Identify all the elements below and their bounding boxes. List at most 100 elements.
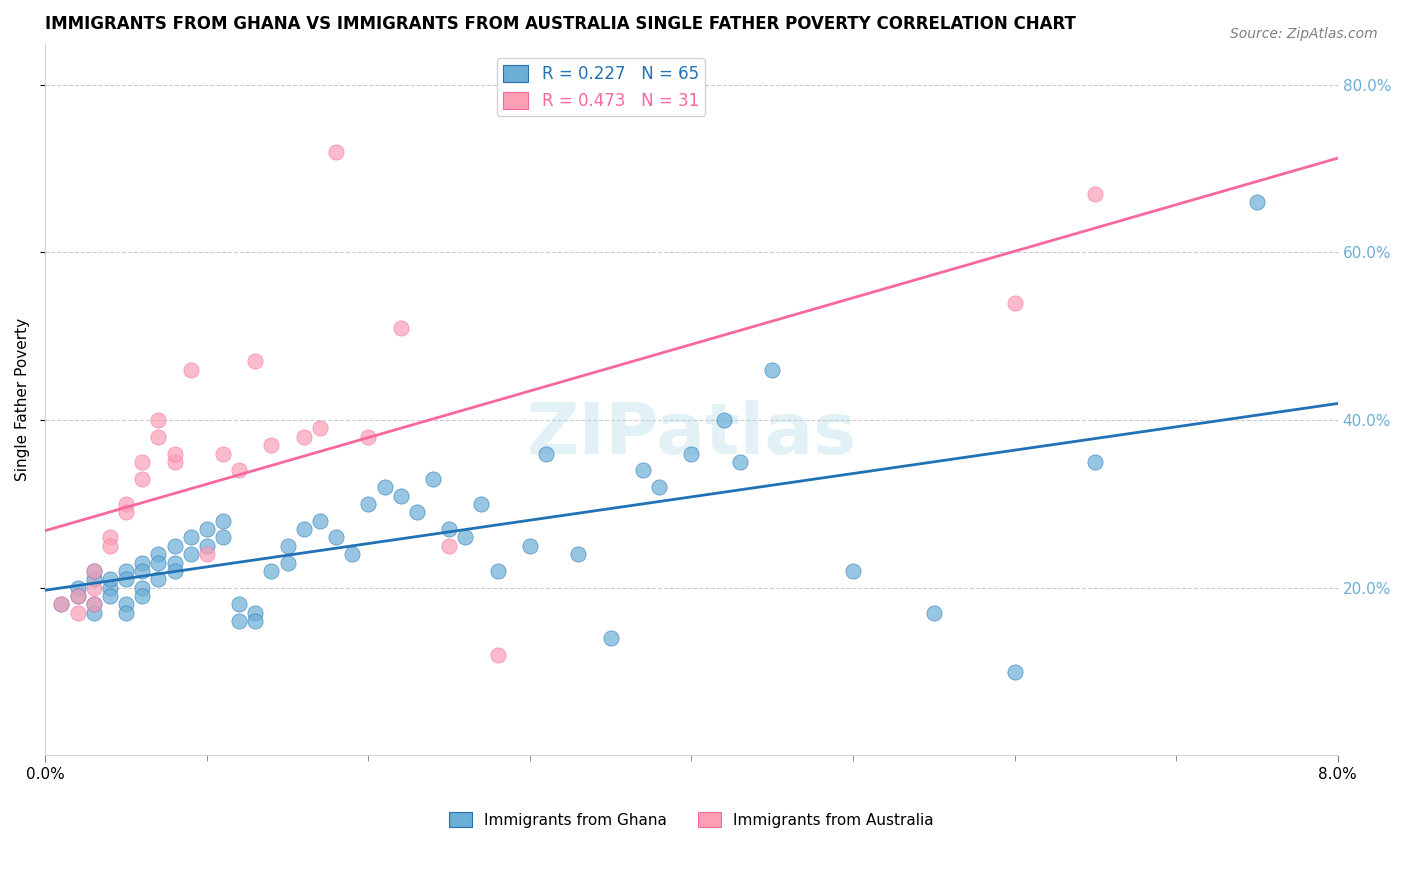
Point [51, 598, 73, 612]
Y-axis label: Single Father Poverty: Single Father Poverty [15, 318, 30, 481]
Point [148, 547, 170, 561]
Text: Source: ZipAtlas.com: Source: ZipAtlas.com [1230, 27, 1378, 41]
Point [713, 413, 735, 427]
Point [260, 564, 283, 578]
Point [195, 547, 218, 561]
Text: ZIPatlas: ZIPatlas [526, 401, 856, 469]
Point [131, 589, 153, 603]
Point [1004, 665, 1026, 679]
Point [228, 598, 250, 612]
Point [437, 539, 460, 553]
Point [83, 598, 105, 612]
Point [83, 606, 105, 620]
Point [195, 539, 218, 553]
Point [567, 547, 589, 561]
Point [163, 447, 186, 461]
Point [83, 572, 105, 586]
Point [83, 598, 105, 612]
Text: IMMIGRANTS FROM GHANA VS IMMIGRANTS FROM AUSTRALIA SINGLE FATHER POVERTY CORRELA: IMMIGRANTS FROM GHANA VS IMMIGRANTS FROM… [45, 15, 1076, 33]
Point [277, 539, 299, 553]
Point [148, 413, 170, 427]
Point [922, 606, 945, 620]
Point [342, 547, 364, 561]
Point [309, 514, 332, 528]
Point [163, 556, 186, 570]
Point [115, 606, 138, 620]
Point [83, 564, 105, 578]
Point [389, 489, 412, 503]
Point [83, 581, 105, 595]
Point [728, 455, 751, 469]
Point [470, 497, 492, 511]
Point [148, 430, 170, 444]
Point [212, 530, 235, 544]
Point [519, 539, 541, 553]
Point [131, 564, 153, 578]
Point [98, 581, 121, 595]
Point [163, 564, 186, 578]
Point [454, 530, 477, 544]
Point [1004, 295, 1026, 310]
Legend: Immigrants from Ghana, Immigrants from Australia: Immigrants from Ghana, Immigrants from A… [443, 805, 939, 834]
Point [534, 447, 557, 461]
Point [277, 556, 299, 570]
Point [115, 572, 138, 586]
Point [83, 564, 105, 578]
Point [357, 497, 380, 511]
Point [292, 522, 315, 536]
Point [245, 614, 267, 628]
Point [180, 547, 202, 561]
Point [245, 606, 267, 620]
Point [115, 505, 138, 519]
Point [131, 581, 153, 595]
Point [163, 455, 186, 469]
Point [115, 497, 138, 511]
Point [681, 447, 703, 461]
Point [115, 564, 138, 578]
Point [115, 598, 138, 612]
Point [405, 505, 427, 519]
Point [373, 480, 395, 494]
Point [148, 556, 170, 570]
Point [325, 145, 347, 159]
Point [599, 631, 621, 645]
Point [180, 530, 202, 544]
Point [51, 598, 73, 612]
Point [1084, 455, 1107, 469]
Point [357, 430, 380, 444]
Point [1084, 186, 1107, 201]
Point [842, 564, 865, 578]
Point [131, 472, 153, 486]
Point [292, 430, 315, 444]
Point [98, 539, 121, 553]
Point [131, 556, 153, 570]
Point [437, 522, 460, 536]
Point [486, 564, 509, 578]
Point [228, 463, 250, 477]
Point [163, 539, 186, 553]
Point [131, 455, 153, 469]
Point [260, 438, 283, 452]
Point [98, 589, 121, 603]
Point [648, 480, 671, 494]
Point [309, 421, 332, 435]
Point [422, 472, 444, 486]
Point [1246, 195, 1268, 210]
Point [98, 572, 121, 586]
Point [245, 354, 267, 368]
Point [148, 572, 170, 586]
Point [228, 614, 250, 628]
Point [98, 530, 121, 544]
Point [325, 530, 347, 544]
Point [66, 581, 89, 595]
Point [180, 363, 202, 377]
Point [212, 447, 235, 461]
Point [761, 363, 783, 377]
Point [389, 321, 412, 335]
Point [631, 463, 654, 477]
Point [486, 648, 509, 662]
Point [66, 606, 89, 620]
Point [66, 589, 89, 603]
Point [66, 589, 89, 603]
Point [212, 514, 235, 528]
